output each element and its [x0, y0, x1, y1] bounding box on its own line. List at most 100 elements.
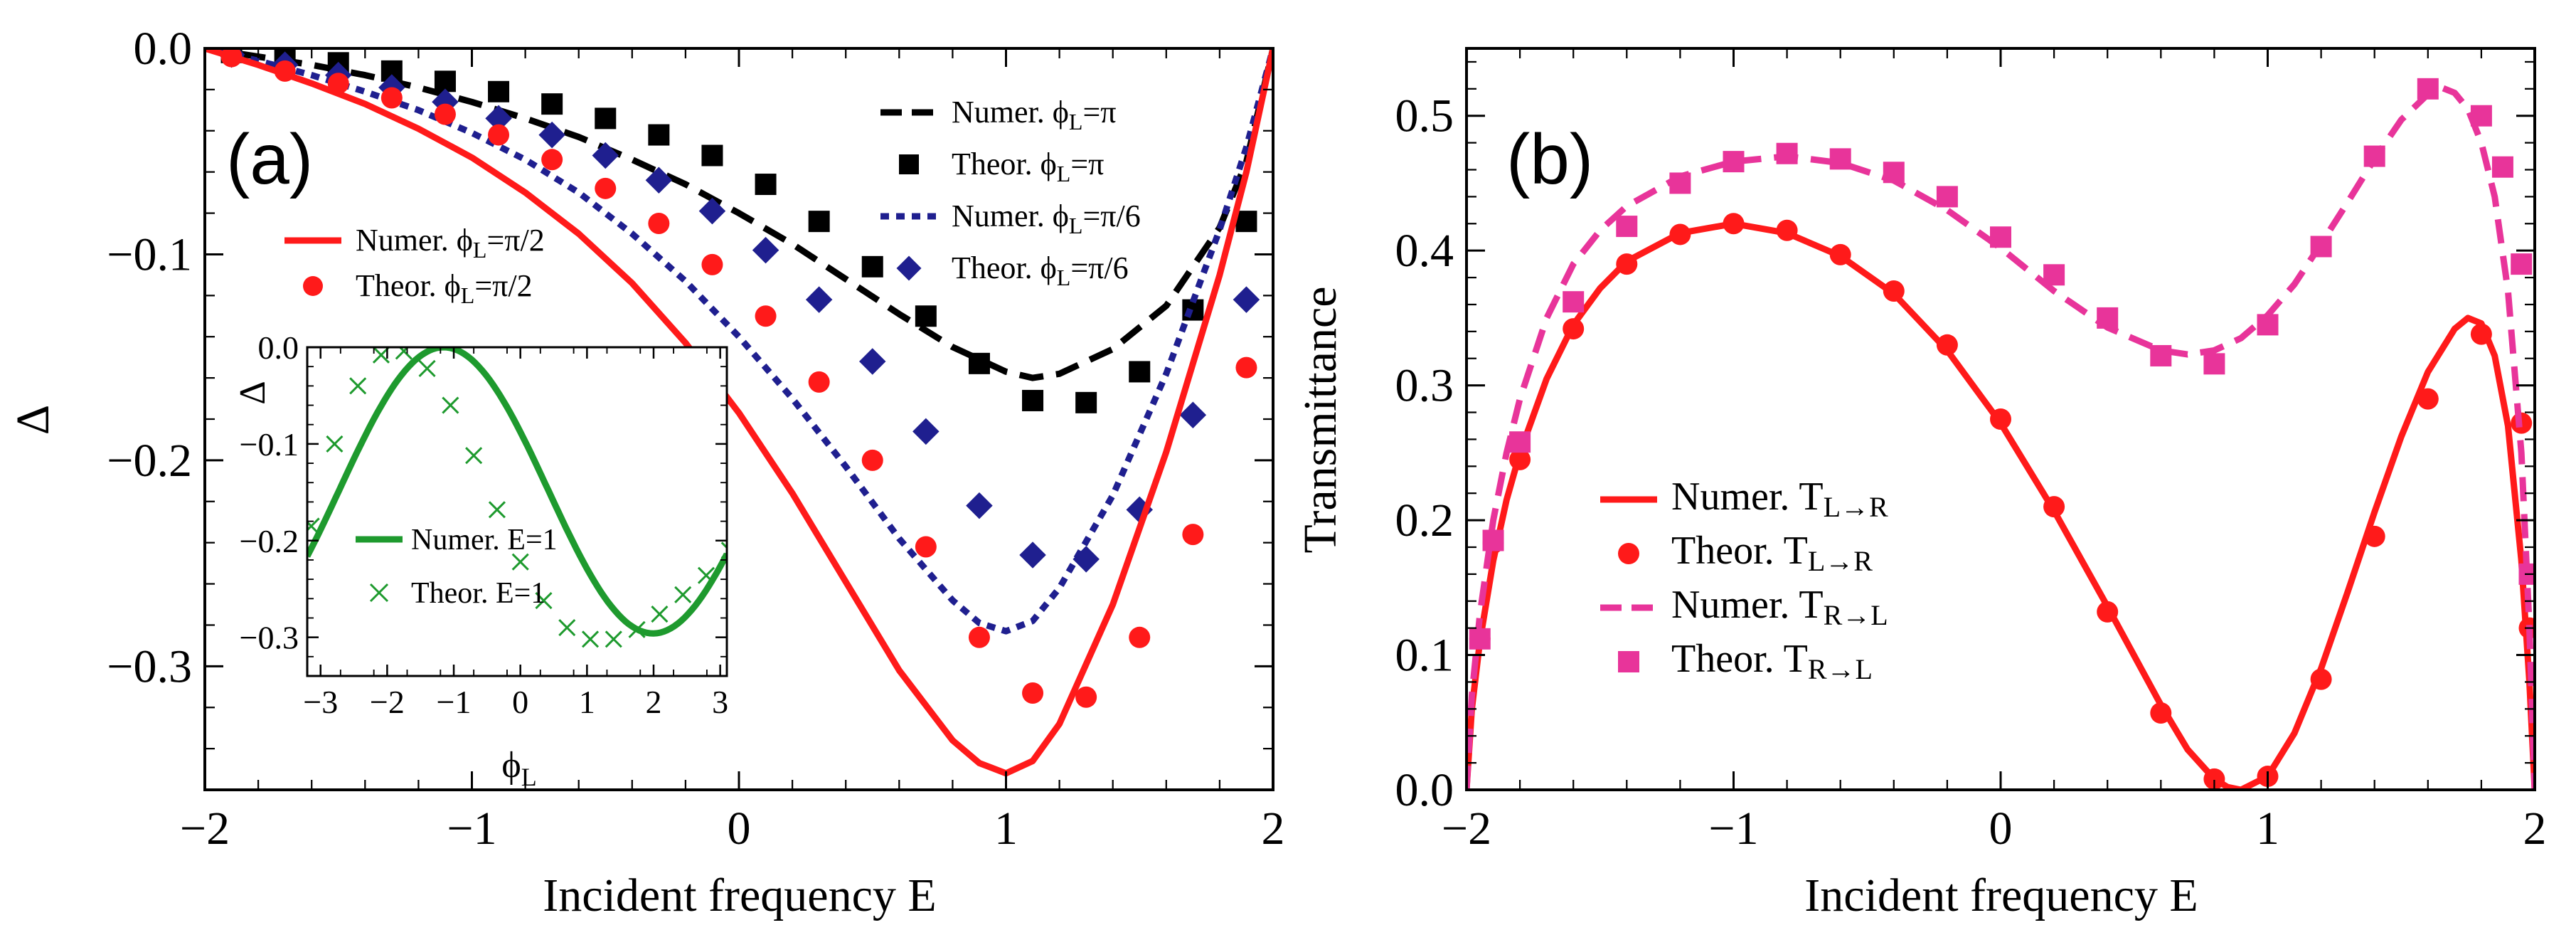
panel-a-theor-l-2-point-4	[434, 103, 456, 125]
panel-a-theor-l--point-4	[434, 70, 456, 93]
panel-b-theor-tl-r-point-13	[2097, 601, 2119, 623]
panel-b-theor-tr-l-point-21	[2491, 156, 2513, 178]
inset-numer-e-1-line	[307, 347, 727, 637]
y-tick-label-1: 0.1	[1395, 630, 1454, 682]
inset-x-axis-title-sub: L	[521, 763, 537, 791]
panel-a-theor-l--point-14	[968, 352, 990, 374]
panel-a-plot-area	[205, 48, 1273, 777]
x-tick-label-4: 2	[1262, 803, 1285, 855]
panel-b-numer-tr-l-line	[1467, 84, 2535, 790]
panel-b-legend-entry-3-swatch-point-0	[1618, 651, 1639, 672]
x-tick-label-0: −2	[180, 803, 230, 855]
panel-b-theor-tl-r-point-3	[1563, 318, 1585, 340]
panel-b-legend-entry-0-label-sub: L→R	[1824, 491, 1888, 523]
panel-b-theor-tl-r-point-19	[2417, 388, 2439, 410]
x-tick-label-2: 0	[1989, 803, 2013, 855]
panel-a-numer-l-6-line	[205, 48, 1273, 635]
y-tick-label-0: 0.0	[134, 23, 193, 75]
panel-a-theor-l-2-point-19	[1235, 356, 1257, 379]
panel-a-theor-l-2-point-5	[488, 124, 510, 146]
panel-a-theor-l-2-point-7	[595, 177, 617, 199]
panel-a-legend-entry-0-label-main: Numer. ϕ	[952, 95, 1069, 130]
panel-a-theor-l-6-point-12	[859, 348, 886, 375]
panel-a-x-axis-title: Incident frequency E	[543, 870, 936, 921]
panel-b-theor-tr-l-point-13	[2097, 307, 2119, 329]
panel-a-theor-l--point-16	[1075, 391, 1097, 413]
panel-a-theor-l-2-point-8	[648, 213, 670, 235]
panel-a-legend-left-entry-1-label: Theor. ϕL=π/2	[356, 268, 533, 308]
panel-a-legend-left-entry-0-label-main: Numer. ϕ	[356, 223, 473, 258]
inset-theor-e-1-point-6	[442, 396, 459, 414]
inset-ticks: −3 −2 −1 0 1 2 3 0.0 −0.1 −0.2 −0.3	[240, 329, 729, 720]
panel-a-theor-l-2-point-2	[327, 73, 349, 95]
inset-legend-marker-label: Theor. E=1	[411, 577, 545, 610]
panel-b-theor-tr-l-point-12	[2043, 264, 2065, 286]
panel-b-theor-tr-l-point-15	[2203, 353, 2225, 375]
panel-a-theor-l-6-point-7	[592, 142, 619, 169]
panel-a-legend-left-entry-0-label-sub: L	[473, 237, 487, 263]
panel-a-theor-l-2-point-9	[701, 253, 723, 275]
inset-theor-e-1-point-2	[349, 377, 367, 395]
panel-b-legend-entry-2-label-main: Numer. T	[1671, 583, 1824, 627]
panel-a-theor-l-6-point-16	[1073, 546, 1100, 573]
inset-theor-e-1-point-16	[674, 586, 692, 603]
panel-a-legend-entry-0-label-sub: L	[1069, 109, 1083, 134]
panel-b-theor-tr-l-point-16	[2257, 314, 2279, 336]
panel-b-legend-entry-2-label-sub: R→L	[1824, 599, 1888, 631]
panel-a-legend-entry-3-label-sub: L	[1057, 265, 1071, 290]
panel-a-label: (a)	[226, 120, 313, 199]
y-tick-label-3: −0.3	[240, 620, 299, 656]
panel-b-theor-tl-r-point-14	[2150, 702, 2172, 724]
y-tick-label-3: −0.3	[107, 640, 192, 692]
inset-plot: −3 −2 −1 0 1 2 3 0.0 −0.1 −0.2 −0.3 Δ ϕL Numer. E=…	[233, 329, 729, 791]
x-tick-label-6: 3	[712, 684, 728, 720]
inset-theor-e-1-markers	[307, 347, 727, 648]
inset-plot-area	[307, 347, 727, 648]
panel-a-legend-entry-3-label-tail: =π/6	[1070, 250, 1128, 285]
panel-a-theor-l-2-point-14	[968, 626, 990, 648]
x-tick-label-1: −2	[370, 684, 405, 720]
panel-a-theor-l-2-point-0	[220, 48, 243, 68]
panel-a-theor-l-2-point-6	[541, 149, 563, 171]
inset-legend: Numer. E=1 Theor. E=1	[356, 524, 558, 610]
panel-a-theor-l-2-point-18	[1182, 524, 1204, 546]
x-tick-label-1: −1	[447, 803, 496, 855]
panel-b-theor-tr-l-point-22	[2511, 253, 2533, 275]
panel-a-legend-left-entry-0-label: Numer. ϕL=π/2	[356, 223, 545, 263]
x-tick-label-0: −3	[303, 684, 338, 720]
inset-theor-e-1-point-5	[418, 359, 436, 377]
panel-b-theor-tr-l-point-11	[1990, 226, 2011, 248]
inset-theor-e-1-point-7	[465, 447, 483, 465]
panel-a-theor-l-2-point-17	[1129, 626, 1151, 648]
panel-a-theor-l--point-11	[808, 211, 830, 233]
y-tick-label-0: 0.0	[1395, 764, 1454, 816]
panel-b-theor-tr-l-point-6	[1723, 151, 1745, 173]
panel-a-legend-entry-1-swatch-point-0	[899, 154, 919, 174]
panel-b-theor-tr-l-point-0	[1469, 628, 1491, 650]
panel-b-plot-area	[1467, 78, 2535, 790]
inset-theor-e-1-point-12	[581, 630, 600, 648]
panel-b: −2 −1 0 1 2 0.0 0.1 0.2 0.3 0.4 0.5 (b) Incident f…	[1294, 47, 2547, 921]
panel-a-theor-l-2-point-13	[915, 536, 937, 558]
panel-b-legend-entry-1-swatch-point-0	[1618, 543, 1639, 564]
inset-theor-e-1-point-11	[558, 618, 576, 637]
panel-b-y-axis-title: Transmittance	[1294, 286, 1346, 553]
panel-a-series	[205, 48, 1273, 777]
panel-b-theor-tr-l-markers	[1469, 78, 2535, 650]
panel-a-legend-left-entry-1-label-tail: =π/2	[474, 268, 532, 303]
x-tick-label-3: 1	[2256, 803, 2279, 855]
x-tick-label-2: 0	[728, 803, 751, 855]
inset-x-axis-title-main: ϕ	[501, 745, 521, 786]
panel-a-theor-l--point-12	[861, 255, 883, 278]
panel-a-legend-entry-1-label-main: Theor. ϕ	[952, 147, 1057, 181]
panel-a-legend-entry-3-swatch-group	[896, 255, 922, 281]
panel-b-theor-tr-l-point-4	[1616, 216, 1638, 238]
panel-b-theor-tl-r-point-4	[1616, 253, 1638, 275]
inset-x-axis-title: ϕL	[501, 745, 536, 791]
x-tick-label-3: 0	[512, 684, 528, 720]
panel-a-theor-l--point-19	[1235, 211, 1257, 233]
panel-b-legend-entry-1-label-sub: L→R	[1808, 545, 1873, 577]
panel-a-theor-l-6-point-10	[752, 236, 779, 264]
